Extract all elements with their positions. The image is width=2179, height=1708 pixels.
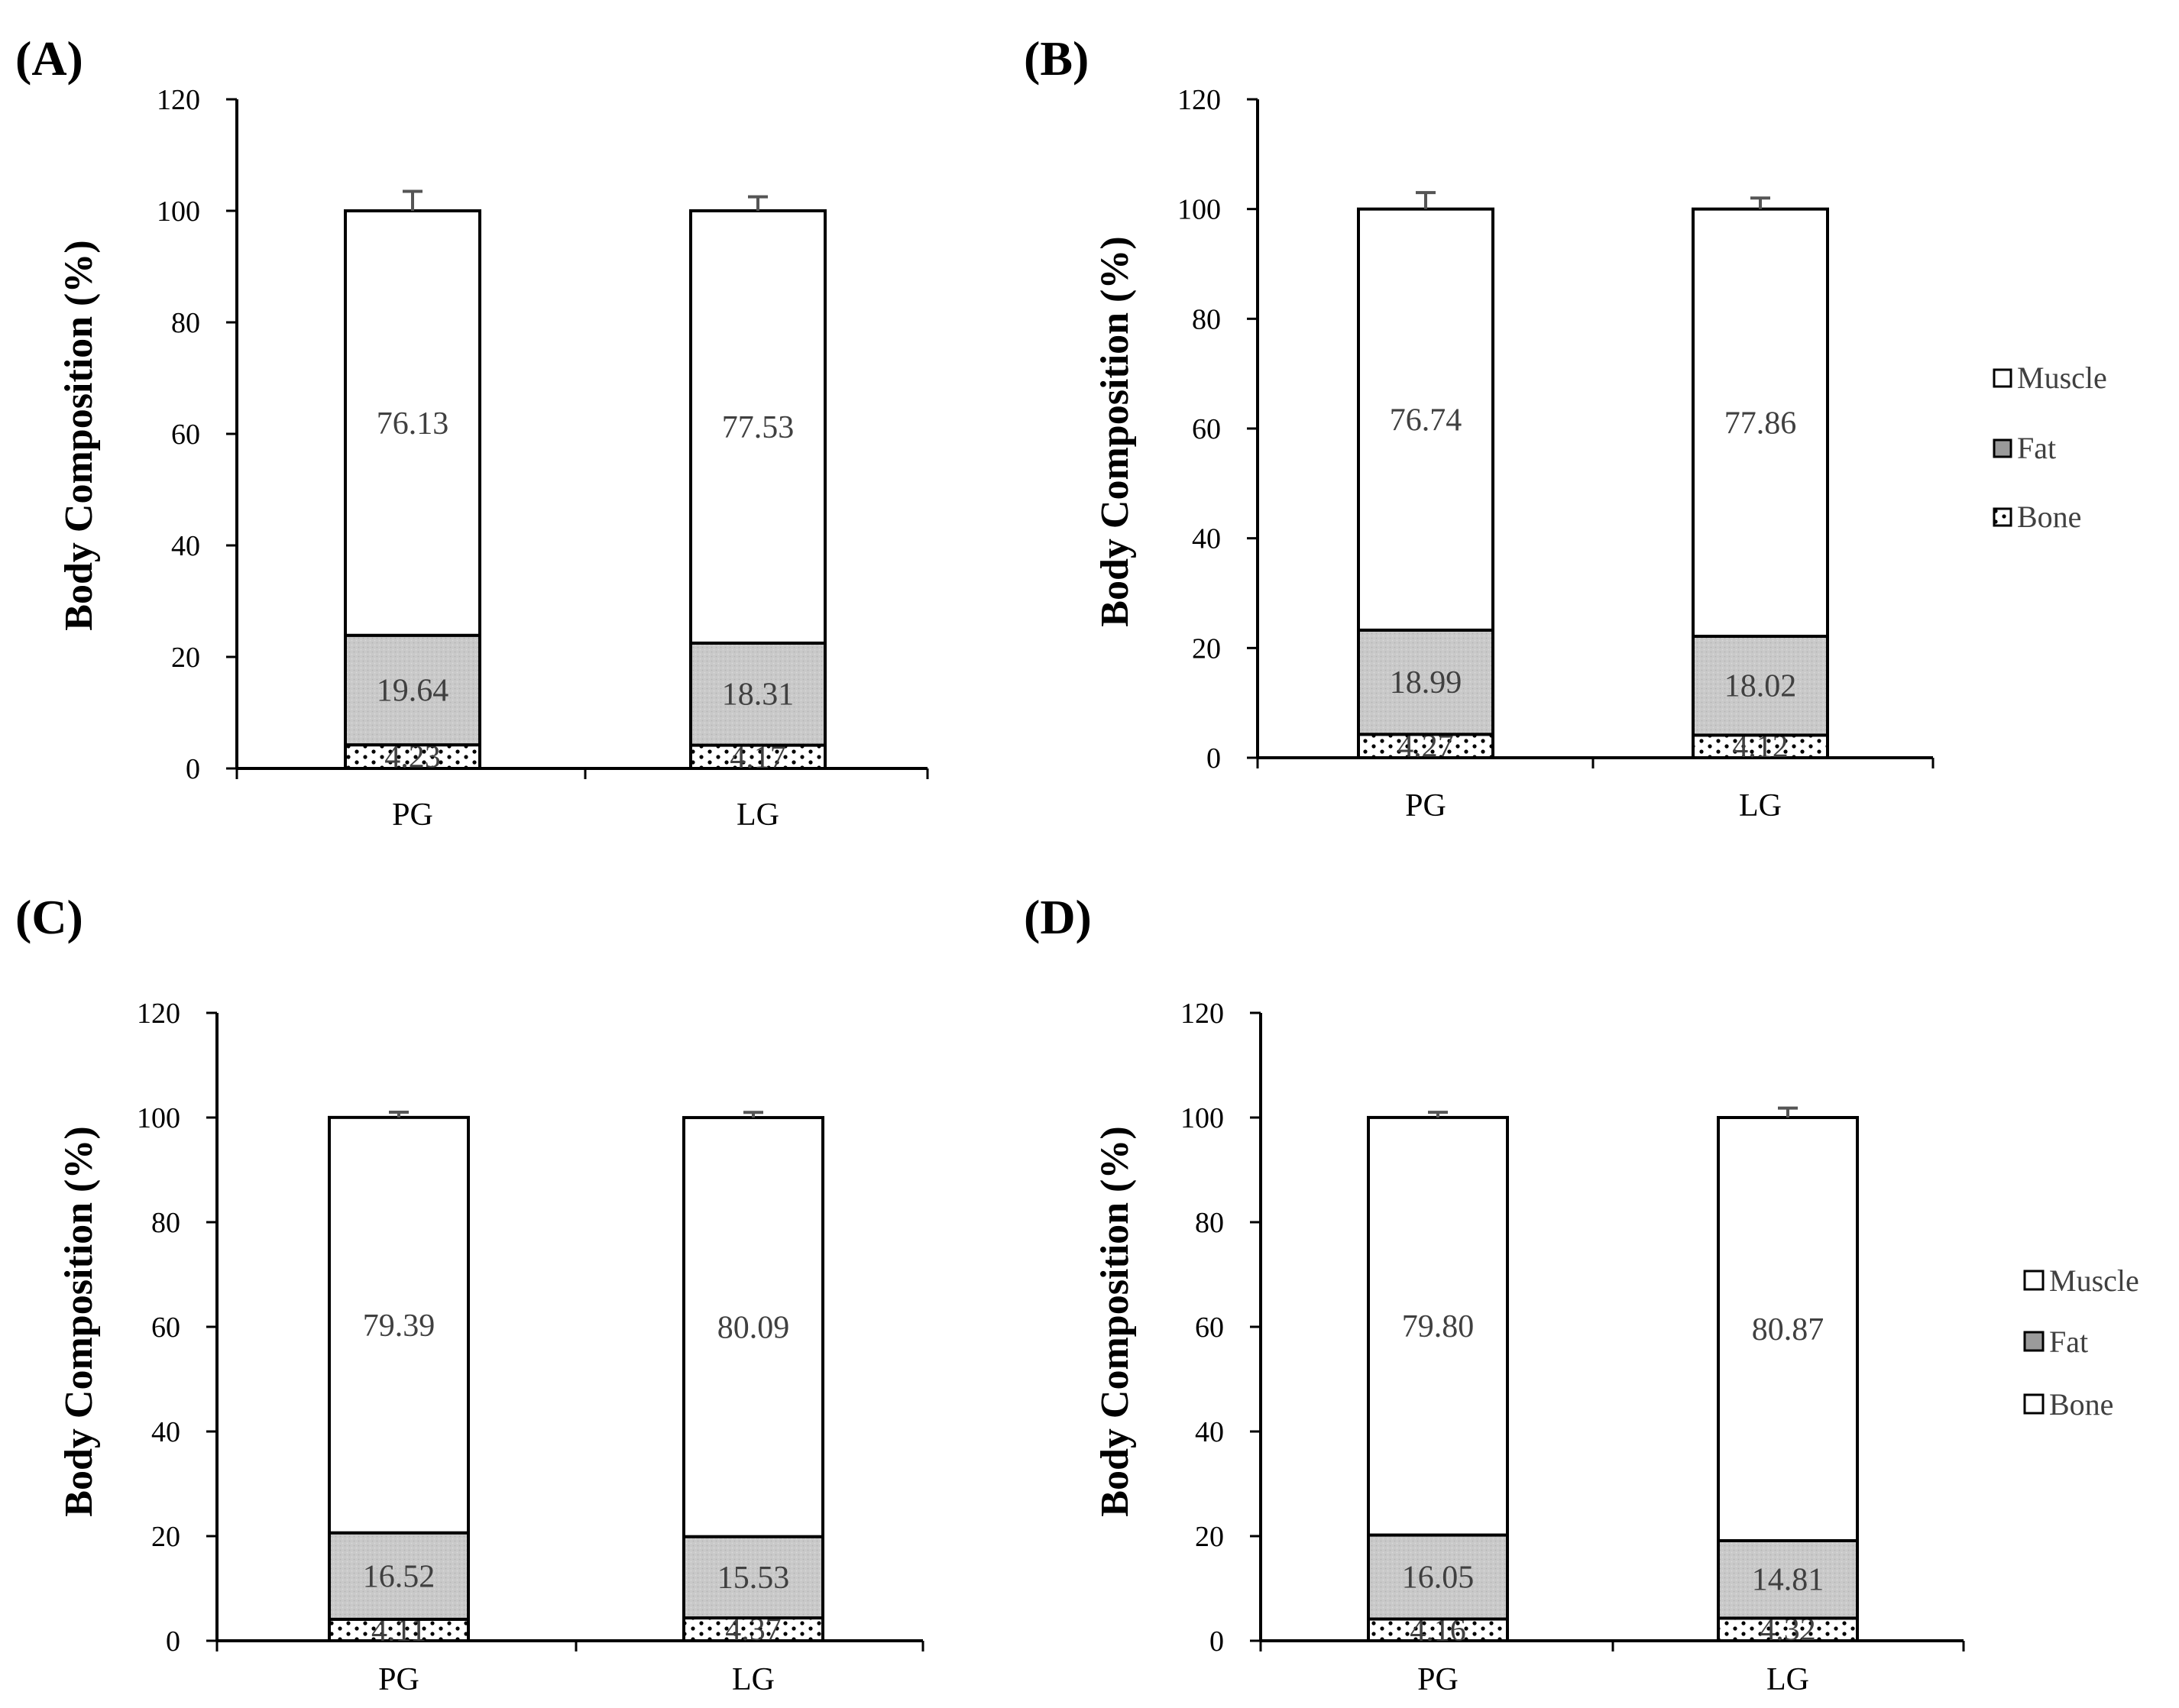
- chart-panel-b: (B) Body Composition (%) 0 20 40 60 80 100 120…: [1024, 31, 1935, 823]
- bar-bone-pg: [1367, 1617, 1509, 1642]
- panel-label: (C): [15, 890, 83, 944]
- y-tick-label: 40: [151, 1416, 180, 1448]
- bar-muscle-pg: [328, 1115, 470, 1535]
- y-tick-label: 120: [137, 998, 180, 1030]
- bar-fat-lg: [682, 1535, 824, 1620]
- y-tick-label: 20: [1195, 1521, 1224, 1553]
- y-tick-label: 100: [1177, 194, 1221, 226]
- y-tick-label: 60: [1195, 1312, 1224, 1344]
- x-category-label: PG: [378, 1662, 419, 1697]
- legend-swatch-bone: [1993, 507, 2012, 527]
- y-tick-label: 20: [171, 642, 200, 674]
- y-tick-label: 40: [1192, 523, 1221, 555]
- bar-fat-lg: [1692, 634, 1829, 737]
- legend: Muscle Fat Bone: [1993, 361, 2107, 534]
- y-axis-label: Body Composition (%): [57, 240, 101, 630]
- data-label-muscle: 79.39: [363, 1308, 435, 1344]
- legend-swatch-bone: [2023, 1393, 2045, 1415]
- y-tick-label: 120: [1180, 998, 1224, 1030]
- y-tick-label: 0: [1206, 742, 1221, 775]
- data-label-muscle: 77.86: [1724, 406, 1797, 441]
- y-tick-label: 60: [171, 419, 200, 451]
- x-category-label: PG: [392, 797, 433, 833]
- y-tick-label: 60: [151, 1312, 180, 1344]
- y-tick-label: 80: [1192, 303, 1221, 335]
- bar-muscle-lg: [1692, 207, 1829, 638]
- panel-label: (D): [1024, 890, 1092, 944]
- y-tick-label: 0: [186, 753, 200, 785]
- data-label-fat: 15.53: [717, 1561, 790, 1596]
- y-tick-label: 20: [151, 1521, 180, 1553]
- bar-muscle-pg: [1367, 1115, 1509, 1537]
- y-tick-label: 100: [157, 196, 200, 228]
- legend-label-bone: Bone: [2017, 500, 2081, 534]
- legend-label-fat: Fat: [2049, 1325, 2088, 1359]
- x-category-label: LG: [732, 1662, 775, 1697]
- y-tick-label: 0: [1209, 1626, 1224, 1658]
- y-tick-label: 80: [171, 307, 200, 339]
- data-label-muscle: 76.13: [377, 406, 449, 442]
- data-label-fat: 16.52: [363, 1559, 435, 1594]
- bar-fat-pg: [1357, 628, 1494, 736]
- y-axis-label: Body Composition (%): [1093, 236, 1137, 626]
- y-tick-label: 120: [157, 84, 200, 116]
- bar-bone-pg: [328, 1617, 470, 1642]
- y-tick-label: 20: [1192, 632, 1221, 665]
- y-tick-label: 80: [151, 1207, 180, 1239]
- bar-muscle-pg: [1357, 207, 1494, 632]
- data-label-fat: 18.99: [1390, 665, 1462, 700]
- legend: Muscle Fat Bone: [2023, 1263, 2139, 1422]
- x-category-label: PG: [1417, 1662, 1459, 1697]
- y-tick-label: 40: [171, 530, 200, 562]
- y-tick-label: 120: [1177, 84, 1221, 116]
- legend-swatch-muscle: [1993, 368, 2012, 388]
- y-axis-label: Body Composition (%): [1093, 1126, 1137, 1516]
- x-category-label: LG: [1739, 788, 1782, 823]
- panel-label: (A): [15, 31, 83, 86]
- bar-bone-lg: [689, 743, 827, 771]
- data-label-muscle: 80.09: [717, 1310, 790, 1345]
- bar-bone-pg: [1357, 733, 1494, 759]
- bar-fat-pg: [1367, 1533, 1509, 1621]
- legend-label-fat: Fat: [2017, 431, 2056, 465]
- y-tick-label: 100: [1180, 1102, 1224, 1134]
- x-category-label: LG: [1766, 1662, 1809, 1697]
- chart-panel-d: (D) Body Composition (%) 0 20 40 60 80 100 120…: [1024, 890, 1965, 1697]
- data-label-fat: 16.05: [1402, 1561, 1475, 1596]
- y-tick-label: 100: [137, 1102, 180, 1134]
- bar-fat-lg: [689, 641, 827, 747]
- bar-muscle-pg: [344, 209, 481, 637]
- data-label-fat: 18.31: [722, 678, 795, 713]
- data-label-fat: 14.81: [1752, 1563, 1824, 1598]
- data-label-muscle: 77.53: [722, 410, 795, 445]
- data-label-muscle: 80.87: [1752, 1312, 1824, 1347]
- bar-bone-lg: [1692, 733, 1829, 759]
- x-category-label: PG: [1405, 788, 1446, 823]
- y-axis-label: Body Composition (%): [57, 1126, 101, 1516]
- legend-label-muscle: Muscle: [2049, 1263, 2139, 1298]
- legend-label-muscle: Muscle: [2017, 361, 2107, 395]
- y-tick-label: 80: [1195, 1207, 1224, 1239]
- bar-fat-lg: [1717, 1538, 1859, 1620]
- data-label-muscle: 79.80: [1402, 1309, 1475, 1344]
- legend-swatch-fat: [1993, 438, 2012, 458]
- bar-bone-lg: [1717, 1616, 1859, 1642]
- y-tick-label: 60: [1192, 413, 1221, 445]
- chart-panel-c: (C) Body Composition (%) 0 20 40 60 80 100 120…: [15, 890, 924, 1697]
- chart-panel-a: (A) Body Composition (%) 0 20 40 60 80 100 120…: [15, 31, 929, 833]
- data-label-fat: 18.02: [1724, 669, 1797, 704]
- legend-label-bone: Bone: [2049, 1387, 2113, 1422]
- bar-muscle-lg: [689, 209, 827, 645]
- legend-swatch-fat: [2023, 1331, 2045, 1352]
- panel-label: (B): [1024, 31, 1089, 86]
- bar-bone-pg: [344, 743, 481, 770]
- x-category-label: LG: [737, 797, 779, 833]
- y-tick-label: 40: [1195, 1416, 1224, 1448]
- legend-swatch-muscle: [2023, 1270, 2045, 1291]
- data-label-muscle: 76.74: [1390, 403, 1462, 438]
- y-tick-label: 0: [166, 1626, 180, 1658]
- data-label-fat: 19.64: [377, 673, 449, 708]
